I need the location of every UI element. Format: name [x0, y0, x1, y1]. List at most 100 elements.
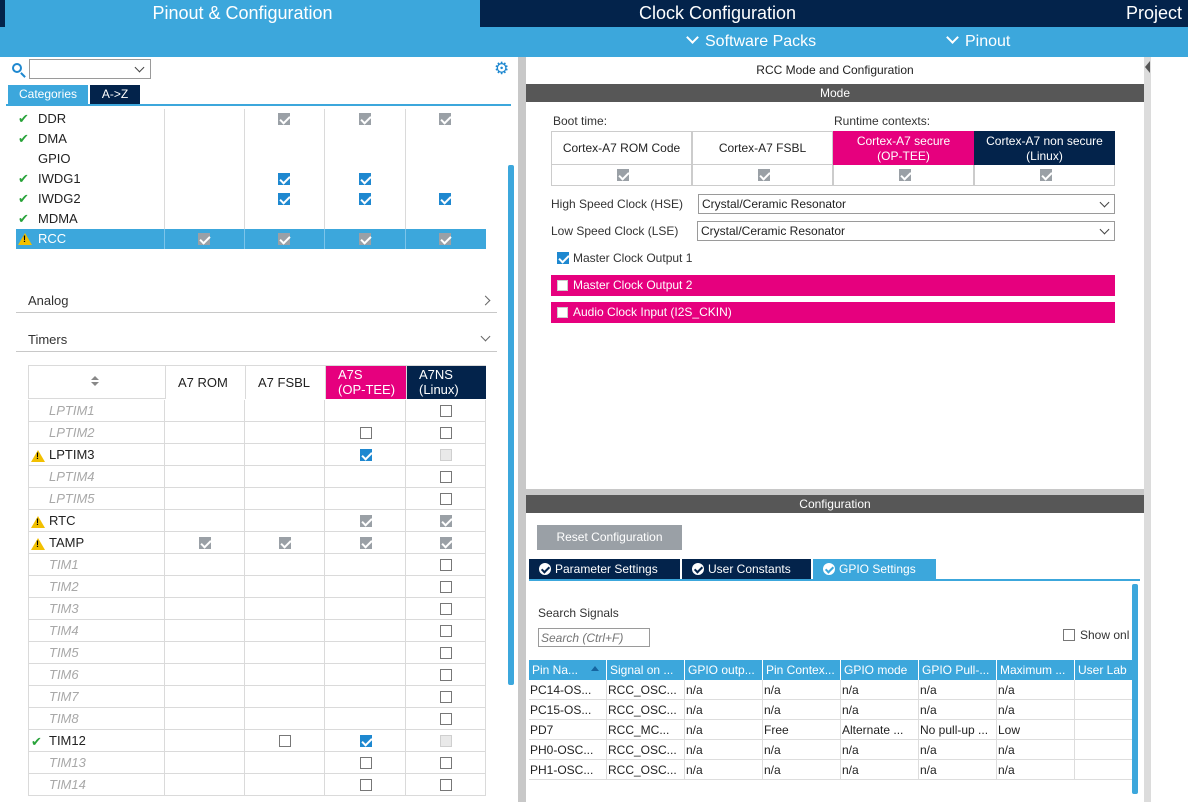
peripheral-row-gpio[interactable]: GPIO	[16, 149, 486, 169]
timer-row-lptim5[interactable]: LPTIM5	[28, 488, 486, 510]
peripheral-row-dma[interactable]: ✔ DMA	[16, 129, 486, 149]
context-checkbox[interactable]	[440, 471, 452, 483]
timers-header-col-0[interactable]: A7 ROM	[165, 366, 245, 399]
timer-row-tim8[interactable]: TIM8	[28, 708, 486, 730]
tab-clock-configuration[interactable]: Clock Configuration	[482, 0, 953, 27]
context-checkbox[interactable]	[198, 233, 210, 245]
tab-project[interactable]: Project	[957, 0, 1188, 27]
gpio-row[interactable]: PC14-OS... RCC_OSC... n/a n/a n/a n/a n/a	[529, 680, 1133, 700]
timer-row-tim4[interactable]: TIM4	[28, 620, 486, 642]
sort-down-icon[interactable]	[91, 382, 99, 386]
reset-configuration-button[interactable]: Reset Configuration	[537, 525, 682, 550]
context-checkbox[interactable]	[358, 233, 371, 245]
timer-row-tim7[interactable]: TIM7	[28, 686, 486, 708]
section-analog[interactable]: Analog	[16, 289, 497, 313]
context-checkbox[interactable]	[439, 113, 451, 125]
gpio-header-col-4[interactable]: GPIO mode	[841, 660, 919, 680]
context-checkbox[interactable]	[757, 169, 770, 181]
gpio-header-col-6[interactable]: Maximum ...	[997, 660, 1075, 680]
collapse-arrow-icon[interactable]	[1145, 61, 1150, 73]
show-only-checkbox[interactable]	[1063, 629, 1075, 641]
audio-clock-checkbox[interactable]	[557, 307, 568, 318]
gpio-header-col-5[interactable]: GPIO Pull-...	[919, 660, 997, 680]
context-checkbox[interactable]	[440, 515, 452, 527]
pinout-menu[interactable]: Pinout	[946, 27, 1010, 57]
context-checkbox[interactable]	[616, 169, 629, 181]
sort-up-icon[interactable]	[591, 666, 599, 671]
context-checkbox[interactable]	[358, 173, 371, 185]
tab-gpio-settings[interactable]: GPIO Settings	[813, 559, 936, 579]
timer-row-tim5[interactable]: TIM5	[28, 642, 486, 664]
context-checkbox[interactable]	[359, 427, 372, 439]
context-checkbox[interactable]	[440, 647, 452, 659]
sort-up-icon[interactable]	[91, 376, 99, 380]
context-checkbox[interactable]	[1039, 169, 1052, 181]
context-checkbox[interactable]	[440, 427, 452, 439]
timer-row-lptim4[interactable]: LPTIM4	[28, 466, 486, 488]
software-packs-menu[interactable]: Software Packs	[686, 27, 816, 57]
audio-clock-row[interactable]: Audio Clock Input (I2S_CKIN)	[551, 302, 1115, 323]
context-checkbox[interactable]	[440, 625, 452, 637]
timer-row-lptim3[interactable]: LPTIM3	[28, 444, 486, 466]
panel-splitter[interactable]	[518, 57, 526, 802]
timer-row-tim6[interactable]: TIM6	[28, 664, 486, 686]
search-signals-input[interactable]	[538, 628, 650, 647]
context-checkbox[interactable]	[440, 559, 452, 571]
search-combo[interactable]	[29, 59, 151, 79]
context-checkbox[interactable]	[439, 233, 451, 245]
context-checkbox[interactable]	[440, 405, 452, 417]
mco2-checkbox[interactable]	[557, 280, 568, 291]
timer-row-tim3[interactable]: TIM3	[28, 598, 486, 620]
context-checkbox[interactable]	[440, 713, 452, 725]
timer-row-tim2[interactable]: TIM2	[28, 576, 486, 598]
peripheral-row-ddr[interactable]: ✔ DDR	[16, 109, 486, 129]
timer-row-lptim2[interactable]: LPTIM2	[28, 422, 486, 444]
gpio-header-col-2[interactable]: GPIO outp...	[685, 660, 763, 680]
context-checkbox[interactable]	[440, 735, 452, 747]
timers-header-col-1[interactable]: A7 FSBL	[245, 366, 325, 399]
context-checkbox[interactable]	[440, 779, 452, 791]
context-checkbox[interactable]	[359, 779, 372, 791]
context-checkbox[interactable]	[278, 193, 290, 205]
context-checkbox[interactable]	[359, 735, 372, 747]
gpio-row[interactable]: PC15-OS... RCC_OSC... n/a n/a n/a n/a n/a	[529, 700, 1133, 720]
panel-divider[interactable]	[526, 489, 1144, 495]
tab-user-constants[interactable]: User Constants	[682, 559, 811, 579]
context-checkbox[interactable]	[358, 113, 371, 125]
tab-parameter-settings[interactable]: Parameter Settings	[529, 559, 680, 579]
config-scrollbar[interactable]	[1132, 584, 1138, 794]
context-checkbox[interactable]	[279, 735, 291, 747]
context-checkbox[interactable]	[898, 169, 911, 181]
gpio-header-col-7[interactable]: User Lab	[1075, 660, 1133, 680]
peripheral-row-rcc[interactable]: RCC	[16, 229, 486, 249]
timer-row-tim13[interactable]: TIM13	[28, 752, 486, 774]
context-checkbox[interactable]	[440, 493, 452, 505]
peripheral-row-mdma[interactable]: ✔ MDMA	[16, 209, 486, 229]
context-checkbox[interactable]	[440, 603, 452, 615]
context-checkbox[interactable]	[359, 515, 372, 527]
context-checkbox[interactable]	[199, 537, 211, 549]
timers-header-col-2[interactable]: A7S (OP-TEE)	[325, 366, 406, 399]
context-checkbox[interactable]	[278, 173, 290, 185]
section-timers[interactable]: Timers	[16, 328, 497, 352]
mco2-row[interactable]: Master Clock Output 2	[551, 275, 1115, 296]
tab-categories[interactable]: Categories	[8, 85, 88, 104]
timer-row-tim12[interactable]: ✔ TIM12	[28, 730, 486, 752]
gpio-header-col-3[interactable]: Pin Contex...	[763, 660, 841, 680]
peripheral-row-iwdg1[interactable]: ✔ IWDG1	[16, 169, 486, 189]
context-checkbox[interactable]	[278, 233, 290, 245]
timers-header-col-3[interactable]: A7NS (Linux)	[406, 366, 486, 399]
context-checkbox[interactable]	[440, 581, 452, 593]
collapsed-panel-strip[interactable]	[1144, 57, 1151, 802]
gpio-header-col-0[interactable]: Pin Na...	[529, 660, 607, 680]
gpio-row[interactable]: PD7 RCC_MC... n/a Free Alternate ... No pull-…	[529, 720, 1133, 740]
search-icon[interactable]	[12, 63, 22, 73]
context-checkbox[interactable]	[359, 537, 372, 549]
context-checkbox[interactable]	[440, 449, 452, 461]
context-checkbox[interactable]	[439, 193, 451, 205]
context-checkbox[interactable]	[440, 691, 452, 703]
gpio-row[interactable]: PH0-OSC... RCC_OSC... n/a n/a n/a n/a n/a	[529, 740, 1133, 760]
context-checkbox[interactable]	[358, 193, 371, 205]
context-checkbox[interactable]	[440, 669, 452, 681]
gpio-row[interactable]: PH1-OSC... RCC_OSC... n/a n/a n/a n/a n/a	[529, 760, 1133, 780]
